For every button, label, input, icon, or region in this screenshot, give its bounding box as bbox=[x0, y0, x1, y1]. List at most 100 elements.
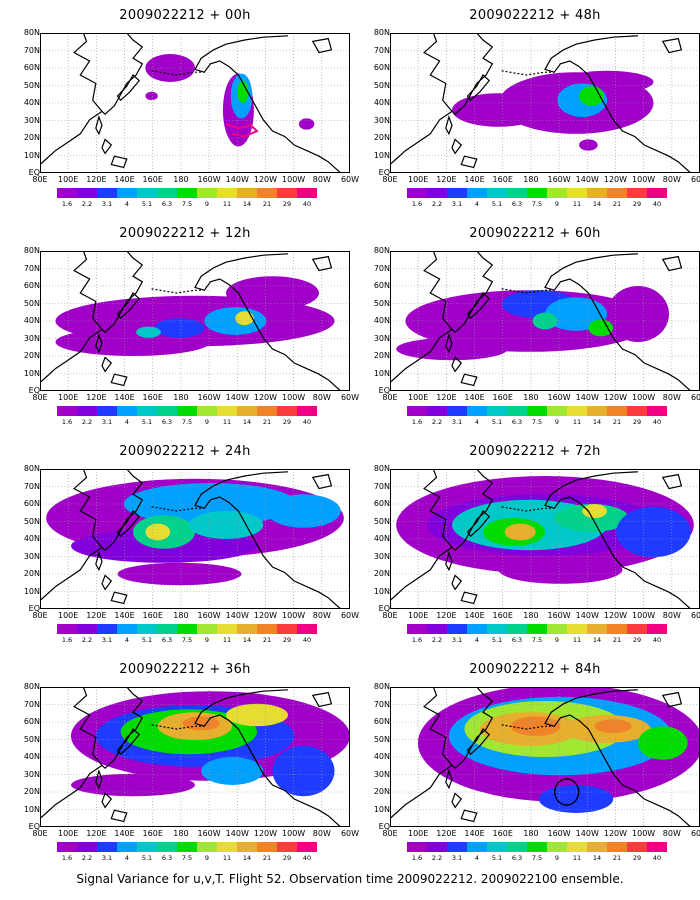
variance-contour-5 bbox=[579, 139, 598, 151]
lon-tick-label: 160E bbox=[142, 829, 163, 838]
colorbar-swatch bbox=[607, 406, 628, 416]
colorbar-label: 5.1 bbox=[141, 636, 153, 644]
lat-tick-label: 30N bbox=[373, 769, 390, 779]
colorbar-label: 6.3 bbox=[511, 854, 523, 862]
colorbar-label: 7.5 bbox=[531, 200, 543, 208]
coastlines bbox=[390, 251, 700, 391]
colorbar-label: 7.5 bbox=[181, 636, 193, 644]
variance-contour-3 bbox=[237, 80, 249, 103]
colorbar-swatch bbox=[407, 188, 428, 198]
colorbar-swatch bbox=[77, 188, 98, 198]
colorbar-swatch bbox=[547, 624, 568, 634]
colorbar-swatch bbox=[567, 624, 588, 634]
lat-tick-label: 80N bbox=[23, 28, 40, 37]
lat-tick-label: 10N bbox=[23, 586, 40, 596]
lat-tick-label: 40N bbox=[23, 752, 40, 761]
lon-tick-label: 120W bbox=[603, 611, 628, 620]
lon-tick-label: 80W bbox=[662, 175, 681, 184]
lat-tick-label: 40N bbox=[373, 98, 390, 107]
colorbar-label: 2.2 bbox=[431, 636, 443, 644]
lat-tick-label: 70N bbox=[373, 481, 390, 491]
lat-tick-label: 50N bbox=[23, 298, 40, 308]
lat-tick-label: 10N bbox=[23, 368, 40, 378]
variance-contour-1 bbox=[452, 93, 545, 127]
lon-tick-label: 160E bbox=[142, 393, 163, 402]
colorbar-label: 40 bbox=[302, 418, 312, 426]
variance-map bbox=[40, 469, 350, 609]
colorbar-swatch bbox=[257, 624, 278, 634]
colorbar-label: 7.5 bbox=[531, 854, 543, 862]
colorbar-swatch bbox=[627, 188, 648, 198]
lat-tick-label: 10N bbox=[373, 804, 390, 814]
colorbar-label: 21 bbox=[612, 854, 622, 862]
panel-5: 2009022212 + 72h 80N 70N 60N 50N 40N 30N 20N 10N… bbox=[370, 444, 700, 659]
colorbar-label: 9 bbox=[554, 200, 560, 208]
variance-contour-8 bbox=[538, 785, 614, 813]
colorbar-label: 29 bbox=[282, 854, 292, 862]
lat-tick-label: 20N bbox=[23, 787, 40, 796]
lat-tick-label: EQ bbox=[28, 168, 40, 177]
lon-tick-label: 80E bbox=[382, 829, 398, 838]
lat-tick-label: 80N bbox=[23, 682, 40, 691]
colorbar-swatch bbox=[587, 624, 608, 634]
coastlines bbox=[40, 687, 350, 827]
lon-tick-label: 120E bbox=[436, 175, 457, 184]
lat-tick-label: 60N bbox=[23, 281, 40, 290]
colorbar-label: 3.1 bbox=[451, 418, 463, 426]
colorbar-swatch bbox=[77, 624, 98, 634]
lon-tick-label: 140E bbox=[464, 611, 485, 620]
lon-tick-label: 160W bbox=[547, 175, 571, 184]
colorbar-swatch bbox=[427, 406, 448, 416]
variance-contour-6 bbox=[532, 312, 558, 330]
colorbar-swatch bbox=[427, 188, 448, 198]
colorbar bbox=[407, 406, 667, 416]
colorbar-label: 21 bbox=[262, 854, 272, 862]
lon-tick-label: 160E bbox=[492, 393, 513, 402]
colorbar-swatch bbox=[427, 842, 448, 852]
lat-tick-label: 10N bbox=[373, 368, 390, 378]
colorbar-swatch bbox=[487, 188, 508, 198]
colorbar-swatch bbox=[527, 188, 548, 198]
colorbar-label: 3.1 bbox=[451, 200, 463, 208]
lat-tick-label: 30N bbox=[23, 115, 40, 125]
colorbar-label: 6.3 bbox=[511, 636, 523, 644]
lon-tick-label: 160W bbox=[547, 829, 571, 838]
colorbar bbox=[57, 842, 317, 852]
lon-tick-label: 60W bbox=[340, 393, 360, 402]
lon-tick-label: 160W bbox=[197, 175, 221, 184]
lat-tick-label: 70N bbox=[23, 481, 40, 491]
colorbar-label: 4 bbox=[474, 854, 480, 862]
lon-tick-label: 120E bbox=[436, 611, 457, 620]
colorbar-label: 9 bbox=[204, 418, 210, 426]
lon-tick-label: 100E bbox=[408, 829, 429, 838]
colorbar bbox=[407, 842, 667, 852]
colorbar-label: 4 bbox=[474, 418, 480, 426]
lon-tick-label: 80W bbox=[312, 175, 331, 184]
lon-tick-label: 140E bbox=[114, 611, 135, 620]
colorbar-swatch bbox=[217, 406, 238, 416]
panel-4: 2009022212 + 24h 80N 70N 60N 50N 40N 30N 20N 10N… bbox=[20, 444, 359, 659]
lon-tick-label: 80W bbox=[312, 611, 331, 620]
variance-map bbox=[390, 469, 700, 609]
lat-tick-label: EQ bbox=[378, 386, 390, 395]
colorbar-swatch bbox=[97, 406, 118, 416]
lon-tick-label: 120E bbox=[86, 611, 107, 620]
colorbar-label: 40 bbox=[302, 200, 312, 208]
colorbar-label: 21 bbox=[262, 636, 272, 644]
coastlines bbox=[390, 33, 700, 173]
colorbar-label: 3.1 bbox=[101, 200, 113, 208]
colorbar-label: 9 bbox=[204, 200, 210, 208]
lon-tick-label: 140W bbox=[225, 611, 249, 620]
colorbar-swatch bbox=[547, 842, 568, 852]
colorbar-swatch bbox=[117, 188, 138, 198]
colorbar-label: 6.3 bbox=[511, 200, 523, 208]
colorbar-swatch bbox=[527, 406, 548, 416]
colorbar-swatch bbox=[117, 842, 138, 852]
colorbar-label: 1.6 bbox=[61, 418, 73, 426]
lat-tick-label: 70N bbox=[23, 699, 40, 709]
colorbar-label: 29 bbox=[282, 418, 292, 426]
colorbar-swatch bbox=[97, 842, 118, 852]
lat-tick-label: 70N bbox=[373, 699, 390, 709]
lat-tick-label: 70N bbox=[23, 263, 40, 273]
colorbar-swatch bbox=[137, 406, 158, 416]
